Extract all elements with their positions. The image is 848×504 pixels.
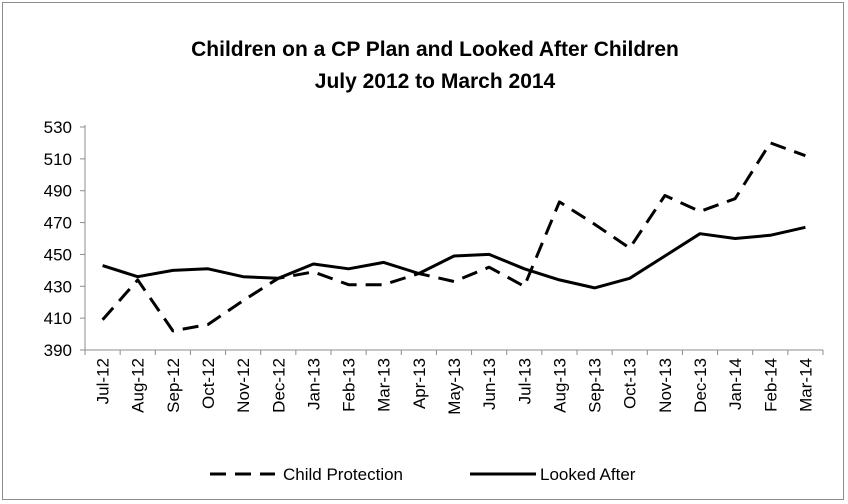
legend-label-looked-after: Looked After bbox=[540, 465, 636, 484]
x-tick-label: Nov-12 bbox=[234, 358, 253, 413]
x-tick-label: Mar-13 bbox=[375, 358, 394, 412]
legend: Child Protection Looked After bbox=[210, 465, 636, 484]
x-tick-label: Oct-12 bbox=[199, 358, 218, 409]
x-tick-label: Aug-12 bbox=[129, 358, 148, 413]
y-tick-label: 510 bbox=[44, 150, 72, 169]
x-tick-label: Nov-13 bbox=[656, 358, 675, 413]
legend-label-child-protection: Child Protection bbox=[283, 465, 403, 484]
x-axis: Jul-12 Aug-12 Sep-12 Oct-12 Nov-12 Dec-12 Jan-… bbox=[84, 349, 824, 415]
x-tick-label: Aug-13 bbox=[550, 358, 569, 413]
x-tick-label: Oct-13 bbox=[621, 358, 640, 409]
x-tick-label: Feb-13 bbox=[340, 358, 359, 412]
x-tick-label: Mar-14 bbox=[796, 358, 815, 412]
x-tick-label: Jun-13 bbox=[480, 358, 499, 410]
series-line-child-protection bbox=[101, 141, 806, 333]
x-tick-label: Dec-12 bbox=[269, 358, 288, 413]
x-tick-label: Sep-13 bbox=[586, 358, 605, 413]
x-tick-label: Sep-12 bbox=[164, 358, 183, 413]
x-tick-label: Jul-13 bbox=[515, 358, 534, 404]
y-tick-label: 450 bbox=[44, 245, 72, 264]
y-tick-label: 490 bbox=[44, 182, 72, 201]
x-tick-label: Feb-14 bbox=[761, 358, 780, 412]
y-tick-label: 430 bbox=[44, 277, 72, 296]
chart-subtitle: July 2012 to March 2014 bbox=[315, 70, 556, 93]
x-tick-label: Jul-12 bbox=[94, 358, 113, 404]
x-tick-label: Dec-13 bbox=[691, 358, 710, 413]
series-layer bbox=[101, 141, 806, 333]
chart-title: Children on a CP Plan and Looked After C… bbox=[191, 38, 679, 61]
x-tick-label: Jan-13 bbox=[304, 358, 323, 410]
y-tick-label: 390 bbox=[44, 341, 72, 360]
x-tick-label: Apr-13 bbox=[410, 358, 429, 409]
x-tick-label: Jan-14 bbox=[726, 358, 745, 410]
y-axis: 390 410 430 450 470 490 510 530 bbox=[44, 118, 86, 360]
y-tick-label: 470 bbox=[44, 214, 72, 233]
x-tick-label: May-13 bbox=[445, 358, 464, 415]
y-tick-label: 410 bbox=[44, 309, 72, 328]
series-line-looked-after bbox=[102, 225, 806, 290]
y-tick-label: 530 bbox=[44, 118, 72, 137]
